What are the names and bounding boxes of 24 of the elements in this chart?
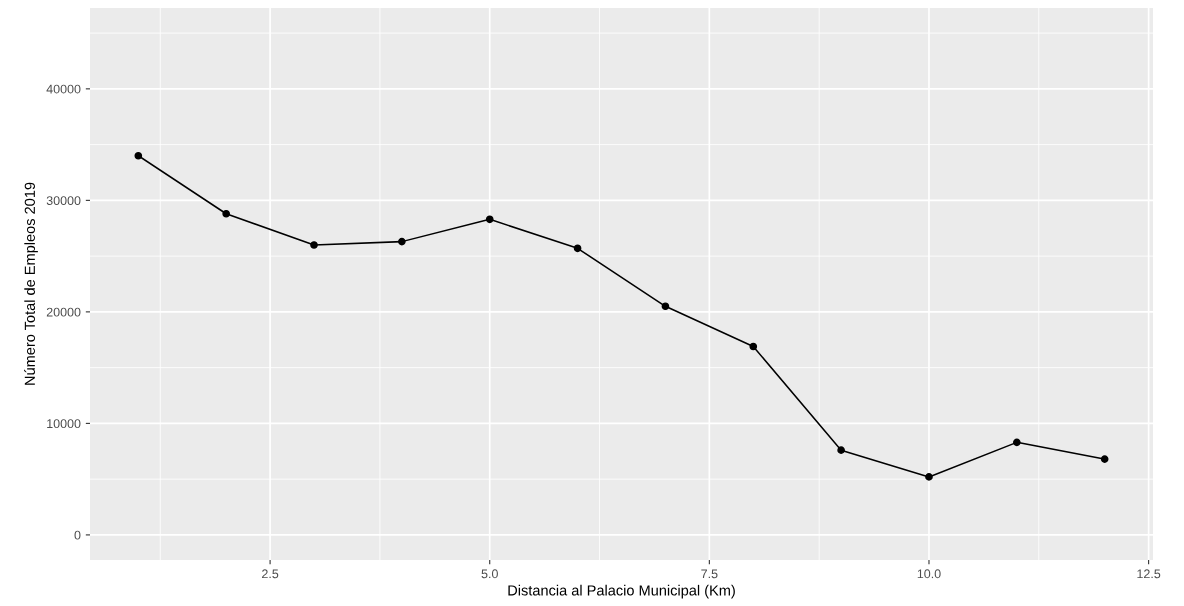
- y-tick-label: 30000: [46, 196, 81, 206]
- point: [310, 241, 318, 249]
- point: [573, 244, 582, 253]
- x-tick-label: 2.5: [262, 569, 279, 579]
- point: [134, 151, 143, 160]
- point: [837, 446, 845, 454]
- point: [749, 342, 758, 351]
- y-tick-label: 40000: [46, 84, 81, 94]
- y-tick-label: 0: [74, 530, 81, 540]
- y-tick-label: 20000: [46, 307, 81, 317]
- x-tick-label: 5.0: [481, 569, 498, 579]
- point: [1013, 438, 1021, 447]
- point: [925, 473, 933, 481]
- point: [1100, 455, 1109, 463]
- x-tick-label: 7.5: [701, 569, 718, 579]
- x-tick-label: 10.0: [917, 569, 941, 579]
- point: [485, 215, 494, 224]
- point: [661, 302, 670, 311]
- y-tick-label: 10000: [47, 419, 81, 429]
- x-axis-title: Distancia al Palacio Municipal (Km): [508, 584, 735, 599]
- point: [398, 237, 406, 246]
- x-tick-label: 12.5: [1137, 569, 1161, 579]
- point: [222, 209, 230, 218]
- y-axis-title: Número Total de Empleos 2019: [24, 182, 38, 385]
